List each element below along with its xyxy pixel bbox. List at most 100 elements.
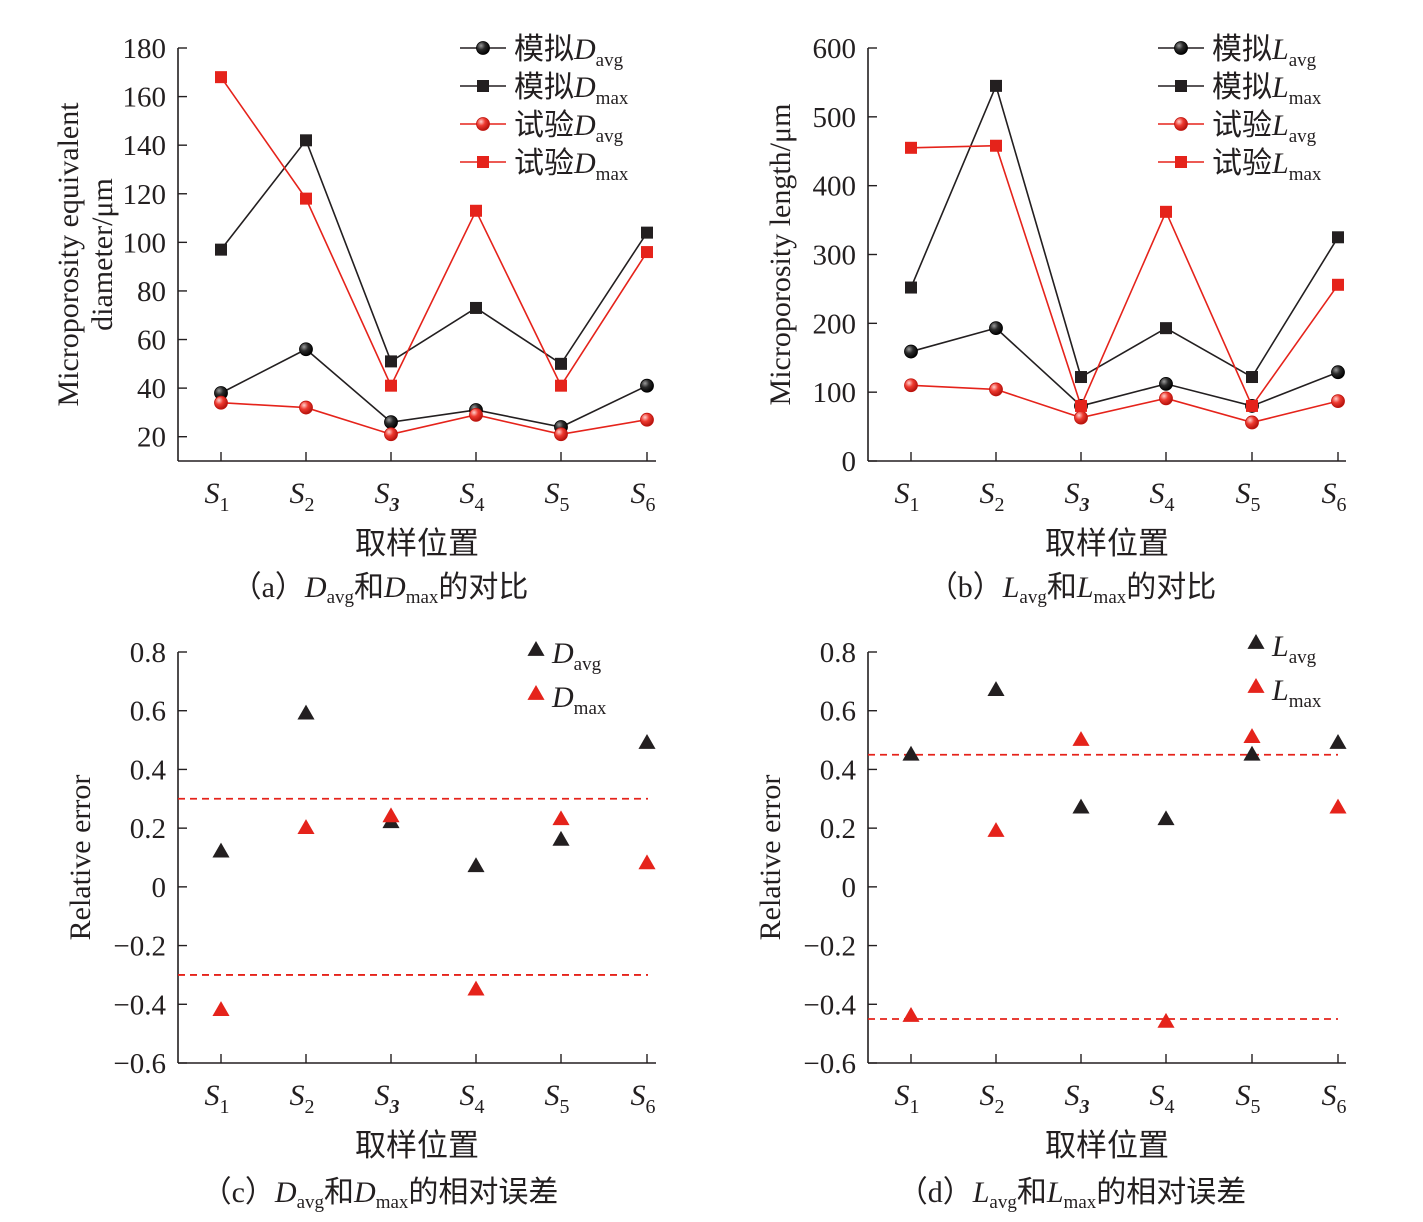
- y-tick-label: 0: [152, 872, 167, 904]
- legend-label: 试验Dmax: [514, 147, 629, 185]
- series-模拟Lmax: [905, 79, 1344, 384]
- x-axis-label: 取样位置: [1045, 526, 1169, 561]
- y-tick-label: −0.4: [113, 989, 166, 1021]
- y-axis-label: diameter/μm: [86, 178, 119, 331]
- series-line: [220, 401, 648, 436]
- legend-marker: [527, 685, 545, 700]
- data-point: [1332, 278, 1344, 291]
- y-tick-label: 120: [123, 179, 167, 211]
- y-tick-label: 100: [813, 377, 857, 409]
- y-axis-label: Microporosity equivalent: [52, 102, 85, 407]
- legend-label: Dmax: [551, 681, 607, 719]
- series-试验Lavg: [904, 378, 1345, 430]
- data-point: [552, 830, 570, 846]
- x-tick-label: S4: [460, 477, 485, 516]
- chart-panel-a: 20 40 60 80 100 120 140 160 180 S1 S2 S3 S4 S5 S6 取样位置 M…: [52, 33, 656, 608]
- data-point: [638, 854, 656, 870]
- y-tick-label: 0.4: [130, 754, 167, 786]
- y-tick-label: 200: [813, 308, 857, 340]
- x-tick-label: S5: [1236, 1079, 1261, 1118]
- y-tick-label: 0.4: [820, 754, 857, 786]
- data-point: [1243, 745, 1261, 761]
- x-tick-label: S4: [1150, 1079, 1175, 1118]
- data-point: [1245, 415, 1259, 430]
- data-point: [554, 427, 568, 442]
- data-point: [1072, 798, 1090, 814]
- x-tick-label: S2: [290, 1079, 315, 1118]
- data-point: [638, 734, 656, 749]
- y-tick-label: 60: [137, 325, 166, 357]
- data-point: [641, 246, 653, 259]
- legend-label: 试验Lmax: [1212, 147, 1322, 185]
- legend-marker: [1174, 41, 1188, 55]
- x-axis-label: 取样位置: [355, 1128, 479, 1163]
- y-tick-label: 400: [813, 171, 857, 203]
- data-point: [1332, 231, 1344, 244]
- data-point: [1329, 734, 1347, 749]
- chart-panel-b: 0 100 200 300 400 500 600 S1 S2 S3 S4 S5 S6 取样位置 Micro…: [764, 33, 1347, 608]
- data-point: [470, 301, 482, 314]
- y-tick-label: 600: [813, 33, 857, 65]
- x-tick-label: S1: [895, 477, 920, 516]
- legend-marker: [1175, 80, 1187, 92]
- data-point: [297, 819, 315, 834]
- x-tick-label: S6: [1322, 477, 1347, 516]
- series-line: [220, 138, 648, 365]
- y-tick-label: 0.8: [820, 637, 856, 669]
- data-point: [1075, 399, 1087, 412]
- legend-label: 试验Lavg: [1212, 109, 1317, 147]
- y-axis-label: Relative error: [754, 775, 787, 941]
- data-point: [640, 378, 654, 393]
- x-tick-label: S2: [290, 477, 315, 516]
- data-point: [1331, 394, 1345, 409]
- data-point: [469, 407, 483, 422]
- legend-marker: [1247, 634, 1265, 649]
- legend-marker: [476, 117, 490, 131]
- data-point: [1159, 377, 1173, 391]
- series-line: [910, 327, 1339, 407]
- y-tick-label: 160: [123, 82, 167, 114]
- y-axis-label: Relative error: [64, 775, 97, 941]
- y-tick-label: −0.2: [113, 931, 166, 963]
- legend-label: 模拟Davg: [514, 33, 624, 71]
- data-point: [299, 400, 313, 415]
- x-tick-label: S4: [460, 1079, 485, 1118]
- x-tick-label: S5: [1236, 477, 1261, 516]
- data-point: [1329, 798, 1347, 814]
- legend: Lavg Lmax: [1247, 630, 1322, 712]
- legend-marker: [477, 156, 489, 168]
- data-point: [1243, 728, 1261, 743]
- data-point: [902, 745, 920, 761]
- series-试验Dmax: [215, 71, 653, 392]
- legend-marker: [1174, 117, 1188, 131]
- data-point: [987, 681, 1005, 697]
- data-point: [467, 980, 485, 996]
- legend-label: 模拟Lavg: [1212, 33, 1317, 71]
- data-point: [989, 382, 1003, 397]
- data-point: [902, 1007, 920, 1022]
- data-point: [990, 139, 1002, 152]
- y-tick-label: −0.6: [113, 1048, 166, 1080]
- x-axis-label: 取样位置: [355, 526, 479, 561]
- series-line: [910, 144, 1339, 409]
- data-point: [987, 822, 1005, 837]
- x-tick-label: S6: [1322, 1079, 1347, 1118]
- series-试验Lmax: [905, 139, 1344, 412]
- data-point: [300, 134, 312, 147]
- panel-caption: （c）Davg和Dmax的相对误差: [202, 1176, 559, 1213]
- series-Dmax: [212, 807, 656, 1017]
- data-point: [385, 355, 397, 368]
- legend-label: 模拟Lmax: [1212, 71, 1322, 109]
- series-Lmax: [902, 728, 1347, 1028]
- y-tick-label: 500: [813, 102, 857, 134]
- series-line: [220, 348, 648, 428]
- legend-label: Davg: [551, 637, 602, 675]
- y-tick-label: 300: [813, 240, 857, 272]
- data-point: [552, 810, 570, 826]
- data-point: [299, 342, 313, 357]
- x-tick-label: S6: [631, 1079, 656, 1118]
- y-tick-label: 0: [842, 872, 857, 904]
- y-tick-label: 100: [123, 227, 167, 259]
- legend-marker: [477, 80, 489, 92]
